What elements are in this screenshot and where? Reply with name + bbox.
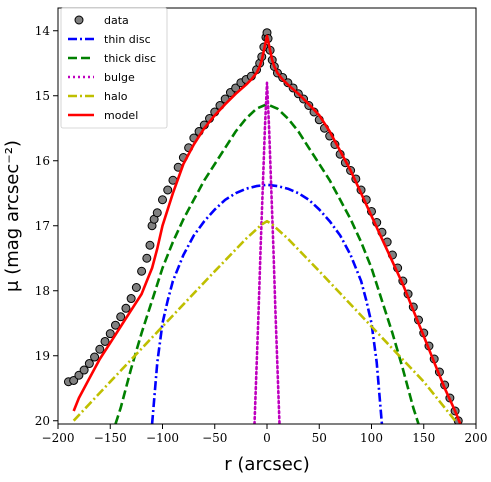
series-thin-disc-line (150, 183, 384, 424)
x-tick-label: −200 (42, 431, 75, 445)
data-point (100, 336, 110, 346)
data-point (121, 303, 131, 313)
x-tick-label: −50 (202, 431, 227, 445)
series-layer (63, 28, 463, 424)
data-point (95, 344, 105, 354)
y-tick-label: 17 (35, 219, 50, 233)
legend-label-thick-disc: thick disc (104, 52, 156, 65)
data-point (84, 359, 94, 369)
data-point (137, 266, 147, 276)
data-point (126, 294, 136, 304)
data-point (74, 370, 84, 380)
y-tick-label: 14 (35, 24, 51, 38)
x-axis-label: r (arcsec) (224, 454, 309, 475)
y-tick-label: 16 (35, 154, 50, 168)
x-tick-label: 150 (412, 431, 435, 445)
series-thick-disc-line (114, 102, 420, 424)
x-tick-label: −150 (94, 431, 127, 445)
x-tick-label: 0 (263, 431, 271, 445)
data-point (105, 329, 115, 339)
x-tick-label: 200 (465, 431, 488, 445)
x-axis: −200 −150 −100 −50 0 50 100 150 200 (42, 424, 488, 445)
data-point (231, 83, 241, 93)
series-model-line (72, 34, 462, 424)
data-point (90, 352, 100, 362)
data-point (152, 208, 162, 218)
series-halo-line (72, 219, 457, 422)
data-point (110, 320, 120, 330)
legend-label-bulge: bulge (104, 71, 135, 84)
data-point (116, 312, 126, 322)
legend-label-model: model (104, 109, 138, 122)
data-point (69, 375, 79, 385)
data-point (142, 253, 152, 263)
legend-label-halo: halo (104, 90, 128, 103)
y-axis: 14 15 16 17 18 19 20 (35, 24, 58, 428)
y-tick-label: 20 (35, 414, 50, 428)
legend: data thin disc thick disc bulge halo model (60, 7, 168, 129)
y-axis-label: μ (mag arcsec⁻²) (2, 140, 23, 292)
y-tick-label: 15 (35, 89, 50, 103)
x-tick-label: −100 (146, 431, 179, 445)
x-tick-label: 50 (312, 431, 327, 445)
legend-label-data: data (104, 14, 129, 27)
data-point (145, 240, 155, 250)
legend-label-thin-disc: thin disc (104, 33, 151, 46)
data-point (131, 283, 141, 292)
data-point (158, 195, 167, 205)
legend-swatch-data (74, 15, 84, 25)
y-tick-label: 18 (35, 284, 50, 298)
y-tick-label: 19 (35, 349, 50, 363)
series-bulge-line (253, 81, 281, 424)
data-point (163, 185, 173, 195)
data-point (79, 365, 89, 375)
x-tick-label: 100 (360, 431, 383, 445)
